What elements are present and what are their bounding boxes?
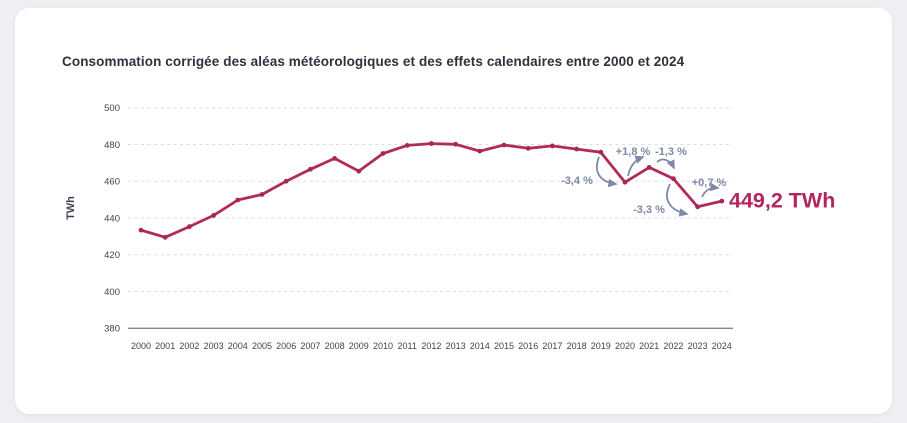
y-tick-label: 420 xyxy=(104,250,120,261)
data-point xyxy=(477,148,483,154)
gridlines xyxy=(128,107,733,329)
data-point xyxy=(332,156,337,161)
annotation-label: -1,3 % xyxy=(655,146,687,158)
annotation-arrow xyxy=(627,155,645,177)
y-axis-tick-labels: 380 400 420 440 460 480 500 TWh xyxy=(65,103,120,335)
data-point xyxy=(308,166,313,172)
x-tick-label: 2024 xyxy=(712,341,732,351)
annotation-label: +1,8 % xyxy=(616,146,651,158)
data-point xyxy=(719,198,725,204)
x-tick-label: 2021 xyxy=(639,341,659,351)
annotation-label: +0,7 % xyxy=(692,177,727,189)
annotation-arrow xyxy=(595,156,618,188)
data-point xyxy=(138,227,144,233)
end-value-label: 449,2 TWh xyxy=(729,189,835,213)
x-tick-label: 2006 xyxy=(276,341,296,351)
x-tick-label: 2008 xyxy=(325,341,345,351)
data-point xyxy=(695,204,700,210)
x-tick-label: 2009 xyxy=(349,341,369,351)
data-point xyxy=(211,213,217,218)
chart-card xyxy=(15,8,892,414)
x-tick-label: 2010 xyxy=(373,341,393,351)
x-tick-label: 2004 xyxy=(228,341,248,351)
y-tick-label: 460 xyxy=(104,177,120,188)
y-tick-label: 380 xyxy=(104,324,120,335)
x-tick-label: 2019 xyxy=(591,341,611,351)
data-point xyxy=(404,142,410,148)
x-tick-label: 2016 xyxy=(518,341,538,351)
data-point xyxy=(525,145,531,151)
y-axis-title: TWh xyxy=(65,196,77,220)
consumption-series xyxy=(138,141,725,240)
x-axis-tick-labels: 2000 2001 2002 2003 2004 2005 2006 2007 2008 2009… xyxy=(131,341,732,351)
data-point xyxy=(429,141,434,146)
y-tick-label: 500 xyxy=(104,103,120,114)
data-point xyxy=(574,146,579,152)
data-point xyxy=(550,143,555,149)
x-tick-label: 2007 xyxy=(300,341,320,351)
data-point xyxy=(259,192,265,197)
x-tick-label: 2001 xyxy=(155,341,175,351)
annotation-arrow xyxy=(701,182,720,198)
data-point xyxy=(598,149,604,155)
x-tick-label: 2017 xyxy=(542,341,562,351)
percent-change-annotations: -3,4 % +1,8 % -1,3 % -3,3 % +0,7 %449,2 TWh xyxy=(561,146,835,217)
x-tick-label: 2015 xyxy=(494,341,514,351)
x-tick-label: 2020 xyxy=(615,341,635,351)
x-tick-label: 2011 xyxy=(398,341,417,351)
data-point xyxy=(235,197,241,203)
x-tick-label: 2014 xyxy=(470,341,490,351)
annotation-label: -3,4 % xyxy=(561,175,593,187)
x-tick-label: 2018 xyxy=(567,341,587,351)
data-point xyxy=(453,141,458,147)
x-tick-label: 2012 xyxy=(421,341,441,351)
data-point xyxy=(622,179,628,185)
data-point xyxy=(671,176,676,182)
x-tick-label: 2003 xyxy=(204,341,224,351)
y-tick-label: 440 xyxy=(104,213,120,224)
annotation-label: -3,3 % xyxy=(633,204,665,216)
data-point xyxy=(646,165,652,170)
data-point xyxy=(283,178,289,184)
x-tick-label: 2000 xyxy=(131,341,151,351)
chart-title: Consommation corrigée des aléas météorol… xyxy=(62,54,685,69)
data-point xyxy=(501,142,507,148)
x-tick-label: 2022 xyxy=(663,341,683,351)
data-point xyxy=(380,151,386,156)
y-tick-label: 480 xyxy=(104,140,120,151)
annotation-arrow xyxy=(656,158,675,170)
x-tick-label: 2013 xyxy=(446,341,466,351)
x-tick-label: 2002 xyxy=(179,341,199,351)
data-point xyxy=(356,168,362,174)
x-tick-label: 2005 xyxy=(252,341,272,351)
x-tick-label: 2023 xyxy=(688,341,708,351)
data-point xyxy=(162,234,168,240)
y-tick-label: 400 xyxy=(104,287,120,298)
data-point xyxy=(187,224,192,230)
annotation-arrow xyxy=(666,183,689,217)
